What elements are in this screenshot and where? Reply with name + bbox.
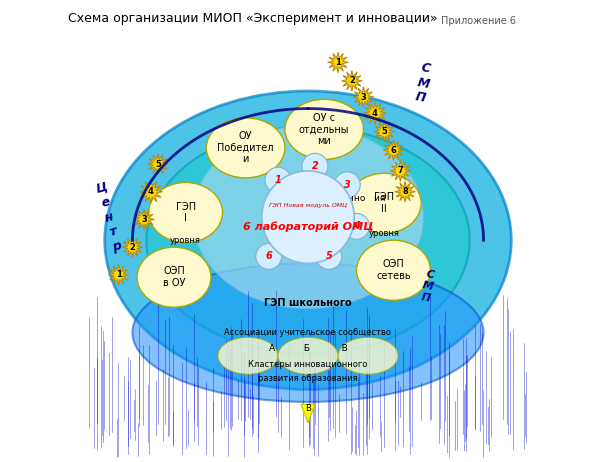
Text: 4: 4 (353, 221, 360, 231)
Text: С
М
П: С М П (419, 269, 437, 304)
Circle shape (334, 172, 360, 198)
Text: 6 лабораторий ОМЦ: 6 лабораторий ОМЦ (243, 221, 373, 231)
Text: Приложение 6: Приложение 6 (442, 16, 516, 26)
Polygon shape (147, 153, 168, 174)
Text: ГЭП
II: ГЭП II (374, 193, 394, 214)
Text: 1: 1 (335, 58, 341, 67)
Text: Ц
е
н
т
р: Ц е н т р (94, 180, 124, 254)
Circle shape (265, 167, 291, 193)
Ellipse shape (218, 337, 278, 374)
Text: 1: 1 (116, 270, 121, 280)
Polygon shape (374, 121, 395, 142)
Text: 8: 8 (402, 187, 408, 196)
Ellipse shape (137, 247, 211, 307)
Text: 1: 1 (275, 175, 282, 185)
Text: ОЭП
сетевь: ОЭП сетевь (376, 260, 411, 281)
Text: ГЭП Новая модуль ОМЦ: ГЭП Новая модуль ОМЦ (269, 203, 347, 208)
Ellipse shape (148, 182, 222, 243)
Text: ОЭП
в ОУ: ОЭП в ОУ (163, 267, 185, 288)
Polygon shape (395, 182, 415, 202)
Text: уровня: уровня (170, 236, 201, 245)
Polygon shape (301, 404, 315, 423)
Ellipse shape (105, 91, 511, 389)
Ellipse shape (132, 263, 484, 402)
Text: инно   ия: инно ия (342, 194, 385, 203)
Text: Ассоциации учительское сообщество: Ассоциации учительское сообщество (224, 328, 392, 337)
Polygon shape (139, 180, 163, 203)
Text: 5: 5 (155, 159, 161, 169)
Polygon shape (328, 52, 349, 73)
Text: В: В (305, 404, 311, 413)
Circle shape (344, 213, 370, 239)
Ellipse shape (278, 337, 338, 374)
Text: С
М
П: С М П (413, 61, 434, 105)
Ellipse shape (192, 126, 424, 309)
Polygon shape (134, 209, 155, 230)
Text: А          Б           В: А Б В (269, 344, 347, 353)
Text: 7: 7 (397, 166, 403, 176)
Text: ГЭП
I: ГЭП I (176, 202, 196, 223)
Text: 3: 3 (344, 180, 351, 190)
Text: 4: 4 (148, 187, 154, 196)
Text: развития образования: развития образования (258, 374, 358, 383)
Text: 4: 4 (372, 109, 378, 118)
Text: 3: 3 (141, 215, 147, 224)
Ellipse shape (285, 99, 363, 159)
Text: 2: 2 (129, 243, 136, 252)
Polygon shape (122, 237, 143, 258)
Text: 6: 6 (391, 146, 397, 155)
Ellipse shape (338, 337, 398, 374)
Polygon shape (341, 71, 362, 91)
Text: ОУ
Победител
и: ОУ Победител и (217, 131, 274, 164)
Text: Кластеры инновационного: Кластеры инновационного (248, 360, 368, 370)
Polygon shape (383, 140, 404, 160)
Text: 2: 2 (349, 76, 355, 85)
Ellipse shape (357, 240, 431, 300)
Circle shape (316, 243, 342, 269)
Text: 5: 5 (325, 251, 332, 261)
Polygon shape (390, 161, 411, 181)
Ellipse shape (206, 118, 285, 178)
Ellipse shape (347, 173, 421, 233)
Polygon shape (108, 264, 129, 285)
Text: 6: 6 (265, 251, 272, 261)
Text: ОУ с
отдельны
ми: ОУ с отдельны ми (299, 113, 349, 146)
Text: Схема организации МИОП «Эксперимент и инновации»: Схема организации МИОП «Эксперимент и ин… (68, 12, 437, 24)
Text: ГЭП школьного: ГЭП школьного (264, 298, 352, 308)
Polygon shape (353, 87, 374, 107)
Text: 5: 5 (381, 127, 387, 136)
Circle shape (256, 243, 282, 269)
Ellipse shape (147, 127, 470, 354)
Text: 3: 3 (360, 92, 367, 102)
Text: уровня: уровня (369, 229, 400, 238)
Polygon shape (363, 102, 387, 125)
Circle shape (262, 171, 354, 263)
Circle shape (302, 153, 328, 179)
Text: 2: 2 (312, 161, 318, 171)
